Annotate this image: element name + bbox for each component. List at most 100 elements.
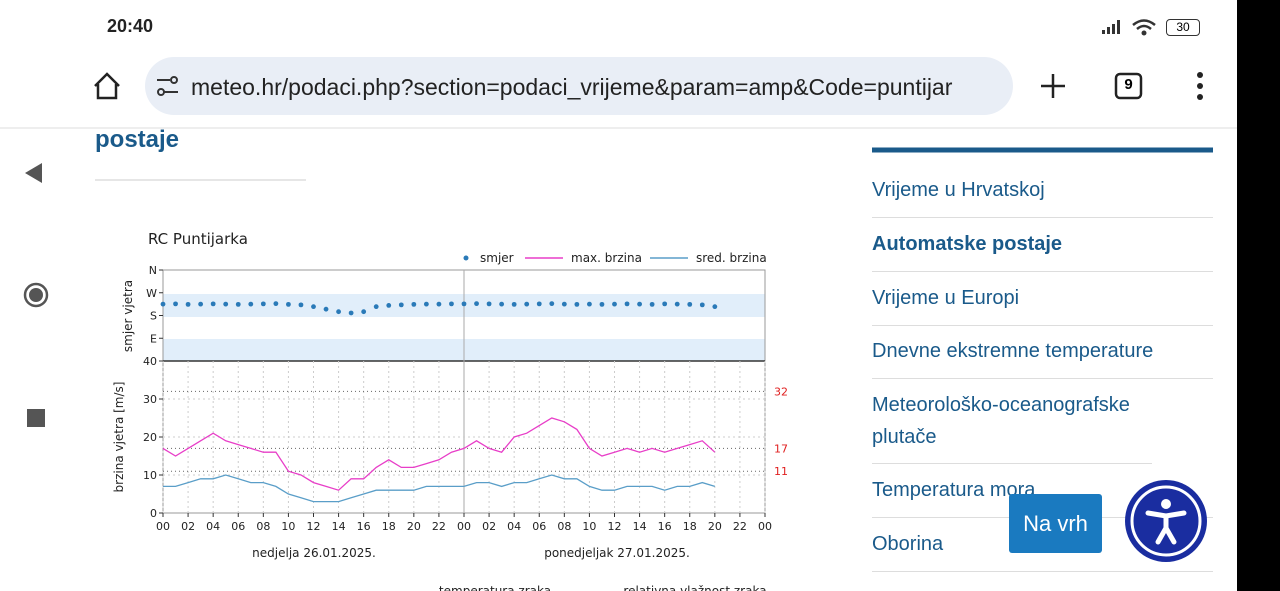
x-tick-label: 08 — [256, 520, 270, 533]
tabs[interactable] — [1114, 72, 1143, 100]
x-tick-label: 12 — [608, 520, 622, 533]
direction-point — [160, 301, 166, 307]
menu[interactable] — [1197, 72, 1203, 100]
x-tick-label: 00 — [457, 520, 471, 533]
x-tick-label: 18 — [382, 520, 396, 533]
direction-point — [423, 301, 429, 307]
menu-item[interactable]: Dnevne ekstremne temperature — [872, 335, 1213, 379]
chart-title: RC Puntijarka — [148, 230, 248, 248]
y-axis-label: brzina vjetra [m/s] — [112, 382, 126, 493]
direction-point — [398, 302, 404, 308]
reference-label: 11 — [774, 465, 788, 478]
direction-point — [198, 301, 204, 307]
home-dot — [29, 288, 43, 302]
tab-count: 9 — [1124, 76, 1133, 93]
home[interactable] — [94, 72, 120, 100]
y-tick-label: W — [146, 287, 157, 300]
menu-item[interactable]: Vrijeme u Hrvatskoj — [872, 174, 1213, 218]
back[interactable] — [25, 163, 42, 183]
x-tick-label: 14 — [633, 520, 647, 533]
heading: postaje — [95, 126, 180, 153]
url[interactable]: meteo.hr/podaci.php?section=podaci_vrije… — [191, 74, 953, 100]
direction-point — [687, 301, 693, 307]
y-tick-label: S — [150, 310, 157, 323]
menu-item[interactable]: Automatske postaje — [872, 228, 1213, 272]
x-tick-label: 10 — [582, 520, 596, 533]
x-tick-label: 12 — [307, 520, 321, 533]
address-bar[interactable] — [145, 57, 1013, 115]
y-tick-label: 30 — [143, 393, 157, 406]
y-tick-label: 40 — [143, 355, 157, 368]
recents[interactable] — [27, 409, 45, 427]
date-label: ponedjeljak 27.01.2025. — [544, 546, 690, 560]
direction-point — [210, 301, 216, 307]
direction-point — [699, 302, 705, 308]
x-tick-label: 10 — [281, 520, 295, 533]
home-button[interactable] — [23, 282, 49, 308]
direction-point — [173, 301, 178, 307]
reference-label: 17 — [774, 442, 788, 455]
direction-point — [449, 301, 454, 307]
x-tick-label: 06 — [231, 520, 245, 533]
x-tick-label: 00 — [156, 520, 170, 533]
edge — [1237, 0, 1280, 591]
legend-label: sred. brzina — [696, 251, 767, 265]
direction-point — [361, 309, 367, 315]
signal — [1102, 20, 1120, 34]
direction-point — [499, 301, 505, 307]
wifi-dot — [1141, 30, 1147, 36]
direction-point — [323, 306, 329, 312]
site-info[interactable] — [157, 76, 178, 96]
clock: 20:40 — [107, 16, 154, 36]
direction-point — [311, 304, 316, 310]
menu-item[interactable]: Oborina — [872, 528, 1213, 572]
direction-point — [235, 301, 241, 307]
direction-point — [373, 304, 379, 310]
next-chart-title: temperatura zraka — [439, 584, 551, 591]
direction-point — [386, 302, 392, 308]
direction-point — [624, 301, 630, 307]
direction-point — [612, 301, 617, 307]
direction-point — [549, 301, 555, 307]
new-tab[interactable] — [1041, 74, 1065, 98]
accessibility[interactable] — [1124, 479, 1208, 563]
direction-point — [185, 301, 191, 307]
direction-point — [461, 301, 467, 307]
series-line — [162, 417, 716, 491]
x-tick-label: 22 — [733, 520, 747, 533]
direction-point — [273, 301, 279, 307]
y-tick-label: 0 — [150, 507, 157, 520]
x-tick-label: 02 — [482, 520, 496, 533]
x-tick-label: 08 — [557, 520, 571, 533]
direction-point — [712, 304, 718, 310]
direction-point — [574, 301, 580, 307]
y-tick-label: N — [149, 264, 157, 277]
next-chart-title: relativna vlažnost zraka — [623, 584, 766, 591]
legend-marker — [463, 255, 469, 261]
direction-point — [336, 309, 341, 315]
direction-point — [649, 301, 655, 307]
x-tick-label: 04 — [206, 520, 220, 533]
menu-item[interactable]: Vrijeme u Europi — [872, 282, 1213, 326]
chrome — [0, 19, 1237, 427]
x-tick-label: 02 — [181, 520, 195, 533]
direction-point — [411, 301, 417, 307]
menu-item[interactable]: Meteorološko-oceanografske plutače — [872, 389, 1152, 464]
direction-point — [637, 301, 642, 307]
direction-point — [436, 301, 442, 307]
direction-point — [511, 301, 517, 307]
legend-label: max. brzina — [571, 251, 642, 265]
direction-point — [223, 301, 229, 307]
reference-label: 32 — [774, 385, 788, 398]
back-to-top[interactable]: Na vrh — [1009, 494, 1102, 553]
y-axis-label: smjer vjetra — [121, 280, 135, 352]
x-tick-label: 00 — [758, 520, 772, 533]
x-tick-label: 18 — [683, 520, 697, 533]
x-tick-label: 20 — [708, 520, 722, 533]
series-line — [163, 474, 716, 503]
direction-point — [524, 301, 530, 307]
direction-point — [474, 301, 479, 307]
x-tick-label: 04 — [507, 520, 521, 533]
x-tick-label: 20 — [407, 520, 421, 533]
